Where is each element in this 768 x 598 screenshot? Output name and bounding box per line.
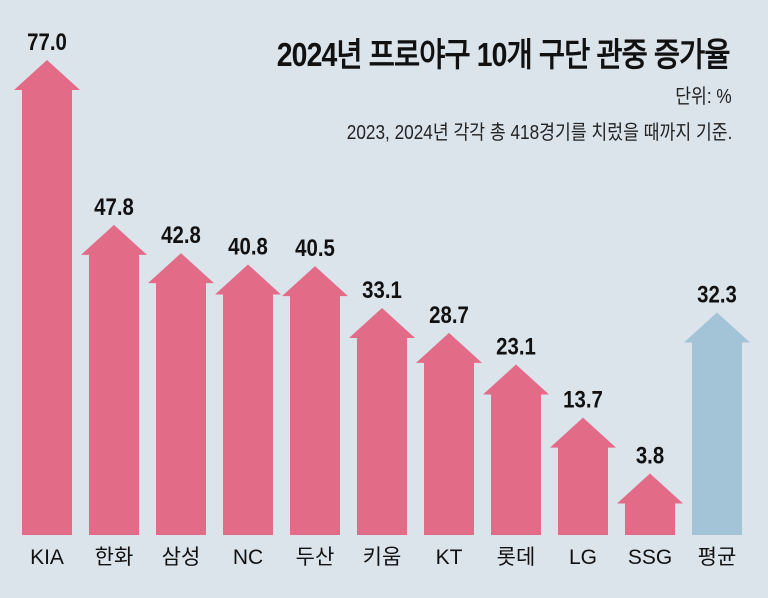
arrow-bar-8 (550, 417, 616, 535)
value-label: 40.8 (228, 233, 268, 260)
value-label: 33.1 (362, 276, 402, 303)
arrow-bar-6 (416, 332, 482, 535)
category-label: LG (569, 546, 597, 569)
arrow-bar-4 (282, 266, 348, 535)
arrow-bar-2 (148, 253, 214, 535)
category-label: 평균 (698, 546, 737, 569)
category-label: NC (233, 546, 263, 569)
value-label: 23.1 (496, 333, 536, 360)
category-label: SSG (628, 546, 672, 569)
arrow-bar-7 (483, 364, 549, 535)
value-label: 47.8 (94, 193, 134, 220)
arrow-bar-5 (349, 307, 415, 535)
value-label: 13.7 (563, 386, 603, 413)
value-label: 28.7 (429, 301, 469, 328)
value-label: 3.8 (636, 442, 664, 469)
unit-label: 단위: % (675, 86, 732, 108)
category-label: 키움 (363, 546, 402, 569)
chart-title: 2024년 프로야구 10개 구단 관중 증가율 (277, 36, 731, 73)
value-label: 77.0 (27, 28, 67, 55)
arrow-bar-9 (617, 473, 683, 535)
category-label: 두산 (296, 546, 335, 569)
value-label: 40.5 (295, 235, 335, 262)
arrow-bar-0 (14, 59, 80, 535)
category-label: KIA (30, 546, 64, 569)
arrow-bar-10 (684, 312, 750, 535)
category-label: 한화 (95, 546, 134, 569)
chart-note: 2023, 2024년 각각 총 418경기를 치렀을 때까지 기준. (346, 122, 732, 144)
arrow-bar-3 (215, 264, 281, 535)
category-label: KT (436, 546, 463, 569)
value-label: 42.8 (161, 222, 201, 249)
category-label: 삼성 (162, 546, 201, 569)
value-label: 32.3 (697, 281, 737, 308)
arrow-bar-1 (81, 224, 147, 535)
category-label: 롯데 (497, 546, 536, 569)
